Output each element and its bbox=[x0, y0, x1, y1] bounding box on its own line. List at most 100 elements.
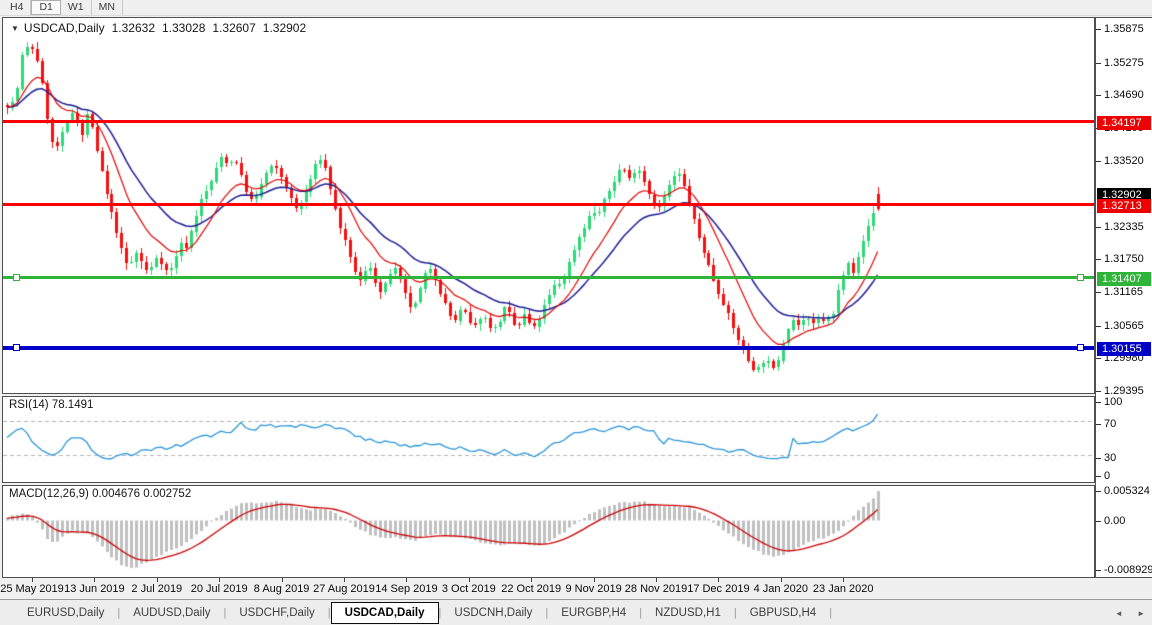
date-label: 14 Sep 2019 bbox=[375, 583, 438, 595]
price-axis-label: 1.35275 bbox=[1104, 57, 1144, 69]
price-axis-label: 1.29395 bbox=[1104, 385, 1144, 397]
chart-tabs-bar: EURUSD,Daily | AUDUSD,Daily | USDCHF,Daily | U… bbox=[0, 599, 1152, 625]
tab-separator: | bbox=[639, 607, 643, 619]
level-line-handle[interactable] bbox=[13, 274, 20, 281]
tab-gbpusd-h4[interactable]: GBPUSD,H4 bbox=[749, 607, 817, 619]
ohlc-high: 1.33028 bbox=[162, 21, 206, 35]
date-tick bbox=[219, 578, 221, 582]
rsi-chart-canvas[interactable] bbox=[3, 397, 1094, 482]
price-axis-tick bbox=[1096, 259, 1101, 260]
price-axis-tick bbox=[1096, 161, 1101, 162]
price-chart-panel[interactable]: ▼ USDCAD,Daily 1.32632 1.33028 1.32607 1.3290… bbox=[2, 17, 1095, 394]
rsi-label: RSI(14) 78.1491 bbox=[9, 399, 94, 411]
rsi-axis-tick bbox=[1096, 424, 1101, 425]
date-tick bbox=[593, 578, 595, 582]
tab-usdcnh-daily[interactable]: USDCNH,Daily bbox=[454, 607, 533, 619]
macd-axis-tick bbox=[1096, 521, 1101, 522]
date-tick bbox=[32, 578, 33, 582]
date-label: 22 Oct 2019 bbox=[501, 583, 562, 595]
date-label: 3 Oct 2019 bbox=[441, 583, 496, 595]
price-axis-tick bbox=[1096, 391, 1101, 392]
price-axis-label: 1.31165 bbox=[1104, 286, 1143, 298]
macd-axis-tick bbox=[1096, 570, 1101, 571]
timeframe-button-d1[interactable]: D1 bbox=[31, 0, 61, 15]
date-tick bbox=[718, 578, 720, 582]
date-label: 4 Jan 2020 bbox=[753, 583, 809, 595]
ohlc-low: 1.32607 bbox=[212, 21, 256, 35]
date-tick bbox=[156, 578, 158, 582]
date-label: 20 Jul 2019 bbox=[190, 583, 248, 595]
date-tick bbox=[468, 578, 470, 582]
horizontal-level-line[interactable] bbox=[3, 276, 1094, 279]
price-axis-label: 1.33520 bbox=[1104, 155, 1144, 167]
chart-symbol-label: USDCAD,Daily bbox=[23, 21, 105, 35]
level-price-badge: 1.31407 bbox=[1097, 272, 1151, 286]
price-axis-tick bbox=[1096, 358, 1101, 359]
tab-audusd-daily[interactable]: AUDUSD,Daily bbox=[133, 607, 211, 619]
date-label: 2 Jul 2019 bbox=[131, 583, 183, 595]
date-label: 13 Jun 2019 bbox=[64, 583, 125, 595]
date-tick bbox=[843, 578, 845, 582]
rsi-axis-tick bbox=[1096, 476, 1101, 477]
date-tick bbox=[406, 578, 408, 582]
rsi-axis-tick bbox=[1096, 458, 1101, 459]
tab-separator: | bbox=[545, 607, 549, 619]
tab-nzdusd-h1[interactable]: NZDUSD,H1 bbox=[655, 607, 721, 619]
ohlc-close: 1.32902 bbox=[262, 21, 307, 35]
chevron-down-icon: ▼ bbox=[11, 24, 19, 33]
price-axis-tick bbox=[1096, 29, 1101, 30]
date-tick bbox=[344, 578, 345, 582]
rsi-axis-label: 100 bbox=[1104, 396, 1123, 408]
tab-scroll-right-icon[interactable]: ► bbox=[1137, 609, 1145, 618]
date-tick bbox=[94, 578, 96, 582]
horizontal-level-line[interactable] bbox=[3, 120, 1094, 123]
level-line-handle[interactable] bbox=[1077, 344, 1084, 351]
price-axis-label: 1.31750 bbox=[1104, 253, 1144, 265]
date-label: 23 Jan 2020 bbox=[812, 583, 874, 595]
tab-eurgbp-h4[interactable]: EURGBP,H4 bbox=[561, 607, 627, 619]
tab-separator: | bbox=[223, 607, 227, 619]
horizontal-level-line[interactable] bbox=[3, 203, 1094, 206]
date-axis[interactable]: 25 May 2019 13 Jun 2019 2 Jul 2019 20 Jul 2… bbox=[0, 578, 1152, 599]
timeframe-button-w1[interactable]: W1 bbox=[61, 0, 92, 15]
chart-title: ▼ USDCAD,Daily 1.32632 1.33028 1.32607 1.3290… bbox=[11, 21, 306, 35]
timeframe-toolbar: H4 D1 W1 MN bbox=[0, 0, 1152, 16]
tab-separator: | bbox=[733, 607, 737, 619]
date-tick bbox=[656, 578, 657, 582]
tab-separator: | bbox=[327, 607, 331, 619]
macd-label: MACD(12,26,9) 0.004676 0.002752 bbox=[9, 488, 192, 500]
level-line-handle[interactable] bbox=[13, 344, 20, 351]
tab-scroll-arrows: ◄ ► bbox=[1103, 609, 1145, 618]
level-price-badge: 1.30155 bbox=[1097, 342, 1151, 356]
level-line-handle[interactable] bbox=[1077, 274, 1084, 281]
macd-chart-canvas[interactable] bbox=[3, 486, 1094, 577]
tab-separator: | bbox=[438, 607, 442, 619]
horizontal-level-line[interactable] bbox=[3, 346, 1094, 350]
price-axis[interactable]: 1.358751.352751.346901.341051.335201.323… bbox=[1095, 17, 1152, 578]
rsi-axis-label: 0 bbox=[1104, 470, 1111, 482]
date-tick bbox=[281, 578, 283, 582]
current-price-badge: 1.32902 bbox=[1097, 188, 1151, 202]
price-axis-label: 1.34690 bbox=[1104, 89, 1144, 101]
tab-scroll-left-icon[interactable]: ◄ bbox=[1114, 609, 1123, 618]
rsi-indicator-panel[interactable]: RSI(14) 78.1491 bbox=[2, 396, 1095, 483]
price-axis-tick bbox=[1096, 63, 1101, 64]
ohlc-open: 1.32632 bbox=[111, 21, 155, 35]
tab-separator: | bbox=[829, 607, 833, 619]
macd-axis-label: 0.00 bbox=[1104, 515, 1126, 527]
tab-eurusd-daily[interactable]: EURUSD,Daily bbox=[27, 607, 105, 619]
price-axis-tick bbox=[1096, 292, 1101, 293]
macd-indicator-panel[interactable]: MACD(12,26,9) 0.004676 0.002752 bbox=[2, 485, 1095, 578]
price-axis-label: 1.30565 bbox=[1104, 320, 1144, 332]
macd-axis-tick bbox=[1096, 491, 1101, 492]
rsi-axis-label: 30 bbox=[1104, 452, 1117, 464]
macd-axis-label: 0.005324 bbox=[1104, 485, 1150, 497]
macd-axis-label: -0.008929 bbox=[1104, 564, 1152, 576]
timeframe-button-h4[interactable]: H4 bbox=[3, 0, 32, 15]
tab-usdcad-daily[interactable]: USDCAD,Daily bbox=[330, 602, 439, 624]
date-label: 9 Nov 2019 bbox=[565, 583, 622, 595]
timeframe-button-mn[interactable]: MN bbox=[92, 0, 123, 15]
price-axis-label: 1.32335 bbox=[1104, 221, 1144, 233]
tab-usdchf-daily[interactable]: USDCHF,Daily bbox=[239, 607, 315, 619]
date-label: 17 Dec 2019 bbox=[687, 583, 750, 595]
